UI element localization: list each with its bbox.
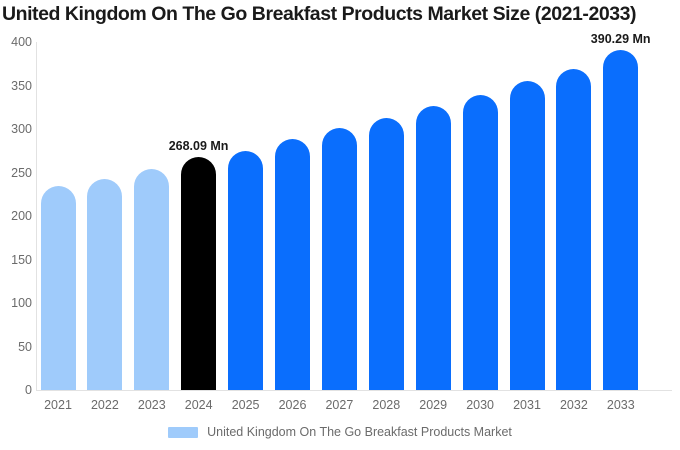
bar-2030[interactable]: [462, 95, 498, 390]
plot-area: 0 50 100 150 200 250 300 350 400 2021 2022 2023 202…: [11, 32, 672, 412]
x-axis-tick-label-2025: 2025: [231, 398, 260, 412]
x-axis-tick-label-2033: 2033: [606, 398, 635, 412]
x-axis-tick-label-2028: 2028: [372, 398, 401, 412]
legend-label: United Kingdom On The Go Breakfast Produ…: [207, 425, 512, 439]
y-axis-tick-label: 200: [11, 209, 32, 223]
y-axis-tick-label: 50: [18, 339, 32, 354]
chart-title: United Kingdom On The Go Breakfast Produ…: [2, 3, 637, 25]
x-axis-tick-label-2021: 2021: [44, 398, 72, 412]
bar-2026[interactable]: [275, 139, 310, 390]
bar-2023[interactable]: [134, 169, 170, 390]
bar-2032[interactable]: [556, 68, 592, 390]
x-axis-tick-label-2031: 2031: [513, 398, 541, 412]
bar-2029[interactable]: [415, 106, 451, 390]
x-axis-tick-label-2030: 2030: [466, 398, 494, 412]
bar-value-label-2033: 390.29 Mn: [590, 32, 651, 47]
y-axis-tick-label: 0: [25, 383, 32, 397]
bar-2031[interactable]: [509, 81, 545, 390]
y-axis-tick-label: 150: [11, 252, 32, 267]
bar-value-label-2024: 268.09 Mn: [168, 138, 229, 153]
bar-2025[interactable]: [228, 150, 264, 390]
x-axis-tick-label-2032: 2032: [559, 398, 588, 412]
bar-2021[interactable]: [40, 186, 76, 390]
x-axis-tick-label-2023: 2023: [137, 398, 166, 412]
bar-2028[interactable]: [368, 117, 404, 390]
y-axis-line: [36, 42, 37, 390]
legend-item-0[interactable]: United Kingdom On The Go Breakfast Produ…: [168, 425, 512, 439]
bar-2024[interactable]: [181, 156, 217, 390]
x-axis-tick-label-2022: 2022: [90, 398, 119, 412]
chart-legend: United Kingdom On The Go Breakfast Produ…: [0, 425, 680, 439]
x-axis-line: [36, 390, 672, 391]
x-axis-tick-label-2027: 2027: [325, 398, 354, 412]
bar-2033[interactable]: [603, 50, 639, 390]
bar-2022[interactable]: [87, 178, 123, 390]
y-axis-tick-label: 300: [11, 122, 32, 136]
x-axis-tick-label-2029: 2029: [419, 398, 448, 412]
y-axis-tick-label: 250: [11, 165, 32, 180]
y-axis-tick-label: 350: [11, 78, 32, 93]
y-axis-tick-label: 100: [11, 296, 32, 310]
y-axis-tick-label: 400: [11, 35, 32, 49]
x-axis-tick-label-2024: 2024: [184, 398, 213, 412]
x-axis-tick-label-2026: 2026: [278, 398, 307, 412]
legend-swatch-icon: [168, 426, 199, 438]
bar-2027[interactable]: [321, 128, 357, 390]
